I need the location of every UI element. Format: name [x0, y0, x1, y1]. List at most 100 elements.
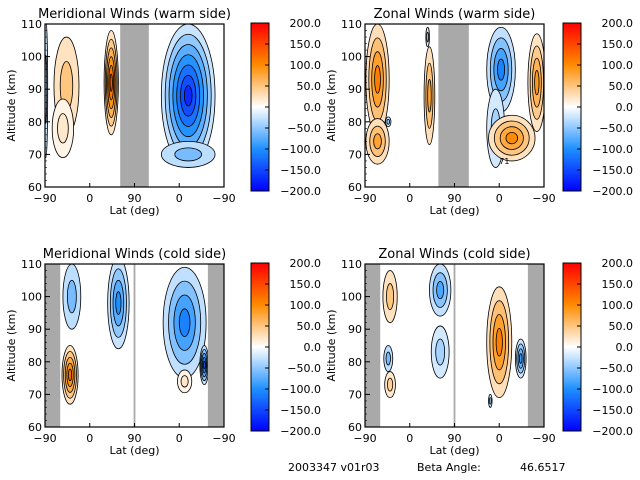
contour-level [385, 351, 391, 366]
x-tick-label: 0 [176, 192, 183, 205]
plot-area [45, 24, 216, 187]
colorbar-tick-label: 50.0 [297, 80, 322, 93]
contour-feature [423, 46, 436, 146]
y-tick-label: 80 [28, 356, 42, 369]
colorbar-tick-label: 0.0 [616, 101, 634, 114]
colorbar-tick-label: 100.0 [602, 59, 634, 72]
y-tick-label: 100 [341, 291, 362, 304]
contour-feature [488, 114, 536, 162]
masked-region [133, 264, 136, 427]
plot-title: Zonal Winds (cold side) [378, 247, 530, 262]
y-tick-label: 100 [21, 291, 42, 304]
contour-panel: 60 70 80 90 100 110 −90 0 90 0 −90 Meridional Winds… [5, 247, 321, 457]
colorbar-tick-label: −200.0 [280, 425, 321, 438]
contour-panel: 60 70 80 90 100 110 −90 0 90 0 −90 Meridional Winds… [5, 7, 321, 217]
contour-feature [382, 270, 398, 324]
contour-level [427, 79, 432, 113]
colorbar-tick-label: 0.0 [616, 341, 634, 354]
contour-feature [430, 325, 450, 379]
colorbar-tick-label: −150.0 [280, 164, 321, 177]
x-tick-label: −90 [532, 192, 555, 205]
y-tick-label: 90 [348, 323, 362, 336]
contour-level [495, 327, 503, 357]
y-tick-label: 90 [28, 83, 42, 96]
y-tick-label: 60 [28, 181, 42, 194]
y-tick-label: 60 [348, 421, 362, 434]
x-tick-label: −90 [212, 432, 235, 445]
plot-area [365, 264, 544, 427]
contour-level [497, 58, 506, 81]
x-axis-label: Lat (deg) [110, 204, 160, 217]
contour-feature [488, 394, 493, 408]
contour-level [68, 368, 73, 382]
contour-feature [527, 33, 544, 132]
y-tick-label: 110 [21, 18, 42, 31]
y-tick-label: 100 [341, 51, 362, 64]
contour-feature [160, 24, 216, 168]
x-tick-label: 0 [406, 192, 413, 205]
contour-level [180, 375, 189, 388]
masked-region [365, 264, 381, 427]
y-tick-label: 80 [348, 356, 362, 369]
y-tick-label: 70 [28, 388, 42, 401]
contour-feature [486, 286, 513, 399]
contour-feature [429, 264, 452, 317]
contour-feature [514, 338, 527, 379]
contour-feature [425, 26, 430, 48]
contour-feature [199, 345, 210, 386]
x-tick-label: −90 [532, 432, 555, 445]
contour-level [203, 360, 206, 370]
x-tick-label: 0 [406, 432, 413, 445]
colorbar-tick-label: 150.0 [290, 38, 322, 51]
contour-level [66, 279, 77, 314]
contour-feature [51, 98, 75, 159]
y-axis-label: Altitude (km) [325, 309, 338, 381]
colorbar: 200.0 150.0 100.0 50.0 0.0 −50.0 −100.0 −150.0 −… [562, 257, 634, 438]
contour-level [373, 133, 382, 150]
colorbar-tick-label: 50.0 [609, 320, 634, 333]
contour-feature [365, 24, 390, 136]
colorbar-tick-label: −50.0 [287, 122, 321, 135]
colorbar-tick-label: −200.0 [280, 185, 321, 198]
colorbar-tick-label: 50.0 [609, 80, 634, 93]
y-tick-label: 60 [348, 181, 362, 194]
colorbar-tick-label: 200.0 [602, 257, 634, 270]
colorbar-tick-label: 200.0 [602, 17, 634, 30]
x-tick-label: −90 [212, 192, 235, 205]
colorbar-tick-label: −50.0 [599, 362, 633, 375]
x-tick-label: −90 [353, 432, 376, 445]
contour-feature [385, 116, 392, 128]
colorbar-tick-label: 150.0 [602, 278, 634, 291]
y-tick-label: 80 [348, 116, 362, 129]
x-tick-label: −90 [33, 192, 56, 205]
x-tick-label: 90 [448, 432, 462, 445]
contour-level [178, 308, 191, 337]
y-tick-label: 80 [28, 116, 42, 129]
contour-panel: 60 70 80 90 100 110 −90 0 90 0 −90 Zonal Winds (col… [325, 247, 633, 457]
x-tick-label: 0 [496, 432, 503, 445]
contour-level [386, 118, 391, 125]
colorbar-tick-label: −50.0 [599, 122, 633, 135]
contour-feature [365, 118, 390, 165]
colorbar-tick-label: 100.0 [290, 299, 322, 312]
y-tick-label: 100 [21, 51, 42, 64]
x-axis-label: Lat (deg) [430, 204, 480, 217]
y-axis-label: Altitude (km) [5, 309, 18, 381]
contour-feature [384, 371, 396, 399]
file-id-label: 2003347 v01r03 [288, 461, 380, 474]
contour-level [57, 113, 69, 144]
x-tick-label: 90 [128, 432, 142, 445]
colorbar-tick-label: −150.0 [280, 404, 321, 417]
contour-level [374, 65, 381, 94]
colorbar-tick-label: 0.0 [304, 341, 322, 354]
colorbar-tick-label: −150.0 [592, 404, 633, 417]
contour-level [534, 70, 540, 96]
masked-region [527, 264, 544, 427]
beta-angle-label: Beta Angle: [417, 461, 481, 474]
masked-region [120, 24, 149, 187]
y-tick-label: 110 [21, 258, 42, 271]
contour-level [174, 147, 203, 162]
contour-feature [383, 345, 394, 372]
colorbar-tick-label: −200.0 [592, 185, 633, 198]
